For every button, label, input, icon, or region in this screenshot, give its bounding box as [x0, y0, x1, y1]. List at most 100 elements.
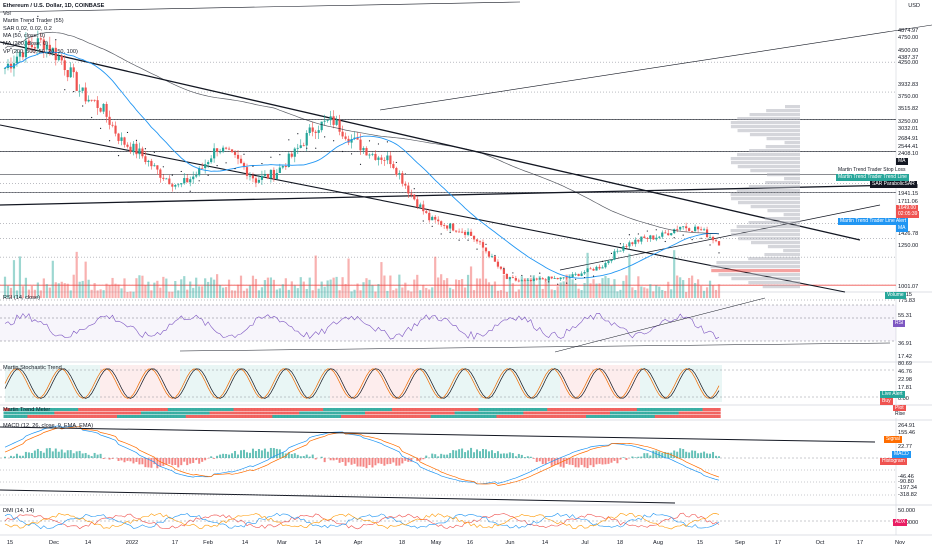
candle-body — [266, 174, 269, 179]
trend-meter-cell — [511, 408, 515, 411]
volume-bar — [344, 283, 347, 298]
chart-legend[interactable]: Ethereum / U.S. Dollar, 1D, COINBASE Vol… — [3, 3, 104, 56]
ma200-line — [4, 31, 720, 235]
volume-bar — [87, 279, 90, 298]
candle-body — [520, 280, 523, 282]
trend-meter-cell — [272, 411, 276, 415]
volume-bar — [39, 290, 42, 298]
macd-histogram-bar — [586, 458, 589, 469]
trend-meter-pane-label[interactable]: Martin Trend Meter — [3, 407, 51, 413]
trend-meter-cell — [341, 415, 345, 418]
trend-meter-cell — [296, 415, 300, 418]
trend-meter-cell — [601, 415, 605, 418]
macd-histogram-bar — [287, 452, 290, 458]
macd-histogram-bar — [484, 449, 487, 458]
macd-histogram-bar — [502, 453, 505, 458]
symbol-title[interactable]: Ethereum / U.S. Dollar, 1D, COINBASE — [3, 3, 105, 9]
volume-bar — [302, 281, 305, 298]
candle-body — [96, 100, 99, 108]
price-axis-label: 1711.06 — [898, 199, 918, 205]
trend-meter-cell — [356, 408, 360, 411]
candle-body — [649, 235, 652, 239]
candle-body — [356, 137, 359, 140]
legend-line-sar[interactable]: SAR 0.02, 0.02, 0.2 — [3, 25, 52, 32]
candle-body — [425, 211, 428, 213]
legend-line-vp[interactable]: VP (200, 500, 50, 20, 50, 100) — [3, 48, 78, 55]
macd-histogram-bar — [126, 458, 129, 461]
trend-meter-cell — [532, 415, 536, 418]
sar-dot — [350, 153, 353, 155]
trend-meter-cell — [134, 408, 139, 411]
trend-meter-cell — [245, 415, 249, 418]
rsi-pane-label[interactable]: RSI (14, close) — [3, 295, 40, 301]
trend-meter-cell — [463, 415, 467, 418]
volume-bar — [120, 288, 123, 298]
candle-body — [311, 127, 314, 132]
trend-meter-cell — [353, 408, 357, 411]
volume-profile-bar — [748, 221, 800, 225]
volume-profile-bar — [751, 241, 800, 245]
candle-body — [493, 256, 497, 262]
legend-line-vol[interactable]: Vol — [3, 10, 11, 17]
macd-pane-label[interactable]: MACD (12, 26, close, 9, EMA, EMA) — [3, 423, 94, 429]
trend-meter-cell — [66, 408, 70, 411]
candle-body — [392, 164, 395, 168]
trend-meter-cell — [197, 415, 201, 418]
trend-meter-cell — [379, 408, 384, 411]
macd-histogram-bar — [547, 458, 550, 462]
legend-line-martin-trend[interactable]: Martin Trend Trader (55) — [3, 18, 64, 25]
trend-meter-cell — [618, 408, 623, 411]
candle-body — [239, 158, 243, 164]
volume-bar — [15, 290, 19, 298]
trend-meter-cell — [131, 408, 136, 411]
trend-meter-cell — [520, 411, 524, 415]
candle-body — [532, 278, 535, 281]
trend-meter-cell — [173, 415, 177, 418]
trend-meter-cell — [78, 415, 82, 418]
candle-body — [541, 278, 544, 280]
trend-meter-cell — [556, 408, 560, 411]
macd-histogram-bar — [374, 458, 377, 466]
trend-meter-cell — [484, 411, 488, 415]
trend-meter-cell — [367, 415, 372, 418]
sar-dot — [610, 252, 613, 254]
trend-meter-cell — [463, 411, 467, 415]
volume-bar — [383, 275, 386, 298]
macd-histogram-bar — [171, 458, 174, 466]
trend-meter-cell — [188, 411, 192, 415]
volume-bar — [514, 291, 517, 298]
time-axis-label: Feb — [203, 540, 213, 546]
trend-meter-cell — [433, 411, 437, 415]
sar-dot — [548, 281, 550, 283]
candle-body — [326, 120, 329, 122]
trend-meter-cell — [290, 415, 294, 418]
candle-body — [383, 159, 386, 161]
legend-line-ma200[interactable]: MA (200, close, 0) — [3, 40, 49, 47]
trend-meter-cell — [206, 411, 210, 415]
candle-body — [51, 47, 54, 53]
trend-meter-cell — [589, 415, 593, 418]
dmi-pane-label[interactable]: DMI (14, 14) — [3, 508, 35, 514]
trend-meter-cell — [230, 411, 234, 415]
price-axis-label: 4387.37 — [898, 55, 918, 61]
macd-histogram-bar — [688, 452, 691, 458]
legend-line-ma50[interactable]: MA (50, close, 0) — [3, 33, 45, 40]
sar-dot — [261, 162, 263, 165]
candle-body — [224, 147, 228, 149]
volume-bar — [171, 291, 174, 298]
trend-meter-cell — [714, 411, 718, 415]
volume-bar — [3, 276, 7, 298]
trend-meter-cell — [442, 411, 446, 415]
stoch-pane-label[interactable]: Martin Stochastic Trend — [3, 365, 62, 371]
candle-body — [526, 279, 529, 281]
sar-dot — [243, 153, 245, 155]
macd-histogram-bar — [201, 458, 204, 462]
macd-histogram-bar — [416, 458, 419, 461]
price-tag: Martin Trend Trader Line Alert — [838, 218, 909, 225]
macd-histogram-bar — [473, 452, 476, 458]
candle-body — [547, 276, 550, 281]
trend-meter-cell — [370, 411, 375, 415]
trend-meter-cell — [478, 415, 482, 418]
